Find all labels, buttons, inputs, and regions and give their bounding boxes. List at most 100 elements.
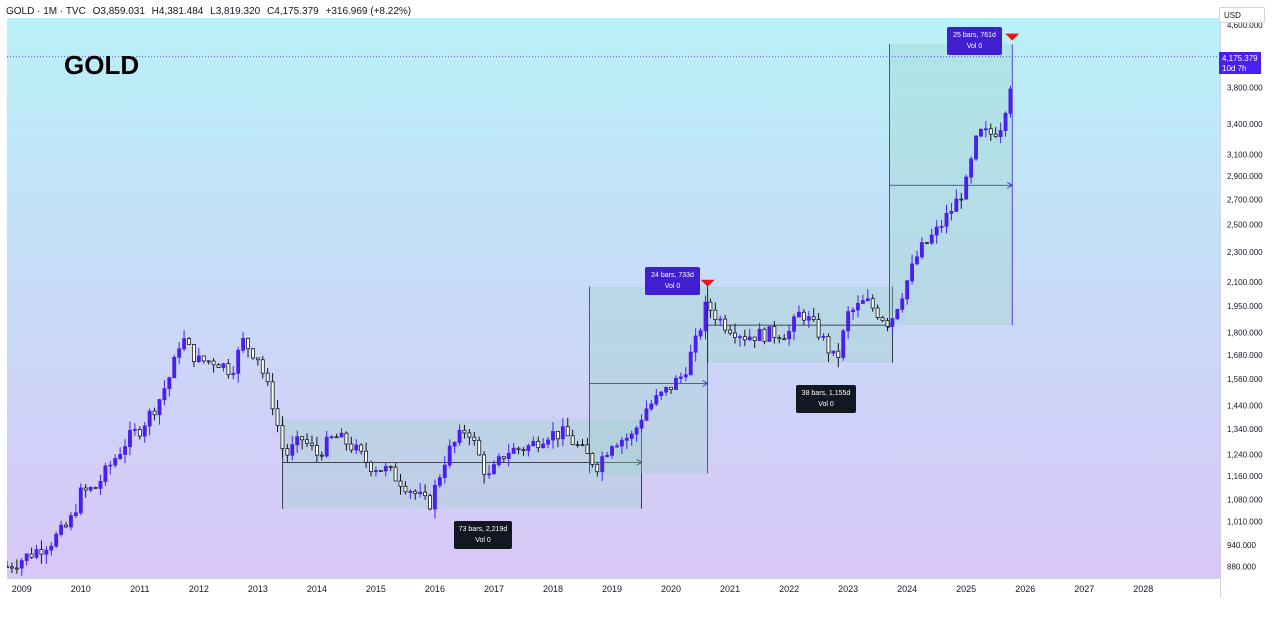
chart-title: GOLD (64, 50, 140, 80)
candle-body (423, 491, 428, 497)
sell-marker-icon (700, 279, 715, 287)
candle-body (492, 464, 496, 475)
candle-body (457, 429, 462, 443)
price-tick-label: 1,240.000 (1227, 450, 1263, 459)
price-tick-label: 2,900.000 (1227, 172, 1263, 181)
time-tick-label: 2014 (307, 584, 327, 594)
candle-body (708, 301, 713, 311)
price-tick-label: 2,500.000 (1227, 221, 1263, 230)
candle-body (142, 425, 147, 437)
candle-body (747, 336, 752, 341)
candle-body (895, 308, 900, 320)
candle-body (29, 553, 34, 558)
price-tick-label: 880.000 (1227, 563, 1256, 572)
candle-body (305, 439, 309, 444)
candle-body (806, 316, 811, 321)
candle-body (526, 445, 531, 452)
candle-body (251, 348, 255, 359)
candle-body (354, 444, 359, 451)
range-label-vol: Vol 0 (818, 401, 834, 408)
range-label-bars: 25 bars, 761d (953, 32, 996, 39)
candle-body (870, 298, 875, 309)
price-tick-label: 2,300.000 (1227, 248, 1263, 257)
chart-area[interactable]: 4,600.000 3,800.000 3,400.000 3,100.000 2,90… (7, 18, 1274, 598)
candle-body (14, 567, 19, 570)
close-value: C4,175.379 (267, 6, 319, 17)
candle-body (501, 456, 506, 459)
ohlc-header: GOLD · 1M · TVC O3,859.031 H4,381.484 L3… (6, 6, 415, 17)
candle-body (777, 337, 782, 340)
candle-body (836, 350, 841, 358)
time-tick-label: 2026 (1015, 584, 1035, 594)
candle-body (600, 456, 605, 473)
candle-body (9, 566, 14, 569)
candle-body (260, 359, 265, 374)
candle-body (123, 446, 127, 455)
candle-body (88, 486, 93, 491)
candle-body (570, 435, 575, 445)
range-box (589, 286, 708, 474)
candle-body (19, 560, 24, 569)
price-tick-label: 1,950.000 (1227, 302, 1263, 311)
candle-body (310, 442, 314, 446)
gold-price-chart[interactable]: 4,600.000 3,800.000 3,400.000 3,100.000 2,90… (7, 18, 1274, 598)
candle-body (615, 445, 619, 448)
range-label-2: 24 bars, 733d Vol 0 (645, 267, 700, 295)
candle-body (137, 429, 142, 437)
candle-body (506, 452, 511, 459)
price-tick-label: 1,800.000 (1227, 328, 1263, 337)
time-tick-label: 2021 (720, 584, 740, 594)
candle-body (624, 437, 629, 441)
candle-body (349, 443, 354, 451)
candle-body (211, 360, 216, 366)
candle-body (718, 318, 723, 321)
candle-body (113, 458, 118, 466)
candle-body (851, 309, 855, 313)
candle-body (959, 198, 964, 201)
candle-body (826, 336, 831, 354)
time-tick-label: 2023 (838, 584, 858, 594)
candle-body (969, 158, 974, 178)
candle-body (206, 360, 211, 363)
time-tick-label: 2010 (71, 584, 91, 594)
candle-body (39, 549, 44, 555)
candle-body (792, 316, 796, 332)
candle-body (979, 129, 983, 137)
candle-body (580, 444, 585, 447)
candle-body (118, 454, 123, 459)
candle-body (295, 436, 300, 446)
candle-body (59, 524, 64, 535)
candle-body (575, 444, 580, 446)
candle-body (541, 443, 546, 449)
candle-body (433, 484, 437, 510)
candle-body (865, 298, 870, 301)
candle-body (364, 450, 369, 463)
candle-body (280, 425, 285, 450)
candle-body (644, 408, 649, 421)
time-tick-label: 2025 (956, 584, 976, 594)
candle-body (782, 338, 787, 341)
price-tick-label: 1,440.000 (1227, 401, 1263, 410)
candle-body (831, 350, 836, 354)
candle-body (369, 461, 373, 472)
currency-button[interactable]: USD (1219, 7, 1265, 23)
candle-body (610, 446, 614, 456)
price-tick-label: 1,680.000 (1227, 351, 1263, 360)
candle-body (408, 491, 413, 493)
candle-body (536, 440, 541, 449)
high-value: H4,381.484 (151, 6, 204, 17)
range-measure-arrow (702, 380, 709, 387)
symbol-label: GOLD · 1M · TVC (6, 6, 86, 17)
time-tick-label: 2018 (543, 584, 563, 594)
candle-body (856, 303, 860, 311)
candle-body (236, 349, 241, 374)
candle-body (157, 399, 162, 416)
candle-body (757, 328, 762, 341)
candle-body (246, 337, 250, 350)
candle-body (728, 329, 733, 334)
candle-body (555, 430, 560, 440)
candle-body (924, 242, 929, 244)
range-measure-arrow (1007, 181, 1014, 189)
candle-body (54, 533, 59, 547)
time-tick-label: 2011 (130, 584, 149, 594)
